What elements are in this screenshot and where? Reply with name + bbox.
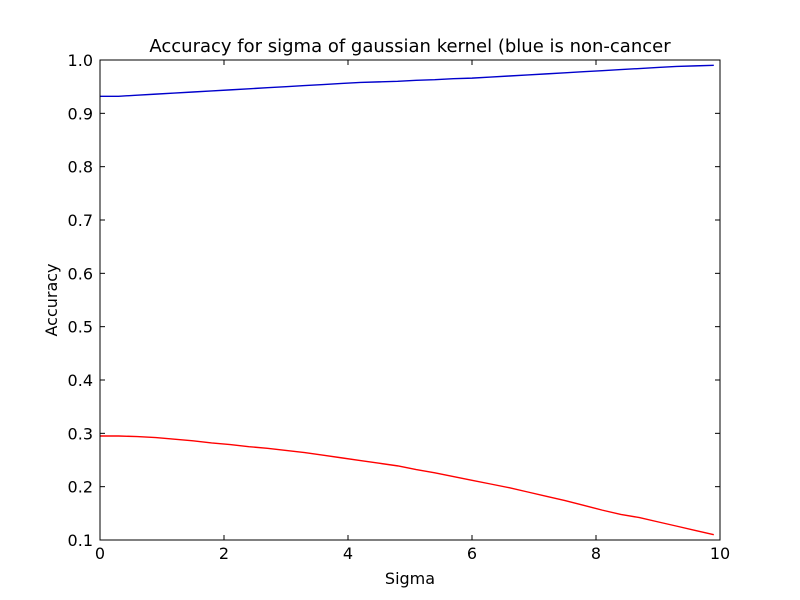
y-tick-label: 0.4 — [68, 371, 93, 390]
y-axis-label: Accuracy — [42, 263, 61, 336]
x-tick-label: 10 — [710, 544, 730, 563]
y-tick-label: 0.5 — [68, 318, 93, 337]
x-axis: 0 2 4 6 8 10 — [95, 60, 730, 563]
x-tick-label: 4 — [343, 544, 353, 563]
x-axis-label: Sigma — [385, 569, 435, 588]
chart-title: Accuracy for sigma of gaussian kernel (b… — [149, 36, 671, 57]
x-tick-label: 8 — [591, 544, 601, 563]
y-tick-label: 0.3 — [68, 424, 93, 443]
y-tick-label: 0.9 — [68, 104, 93, 123]
y-tick-label: 0.2 — [68, 478, 93, 497]
y-tick-label: 1.0 — [68, 51, 93, 70]
x-tick-label: 2 — [219, 544, 229, 563]
plot-frame — [99, 59, 721, 541]
series-line-blue — [100, 64, 714, 97]
y-tick-label: 0.8 — [68, 158, 93, 177]
series-layer — [100, 64, 714, 536]
x-tick-label: 6 — [467, 544, 477, 563]
series-line-red — [100, 435, 714, 536]
x-tick-label: 0 — [95, 544, 105, 563]
y-tick-label: 0.6 — [68, 264, 93, 283]
y-axis: 0.1 0.2 0.3 0.4 0.5 0.6 0.7 0.8 0.9 1.0 — [68, 51, 720, 550]
y-tick-label: 0.1 — [68, 531, 93, 550]
y-tick-label: 0.7 — [68, 211, 93, 230]
